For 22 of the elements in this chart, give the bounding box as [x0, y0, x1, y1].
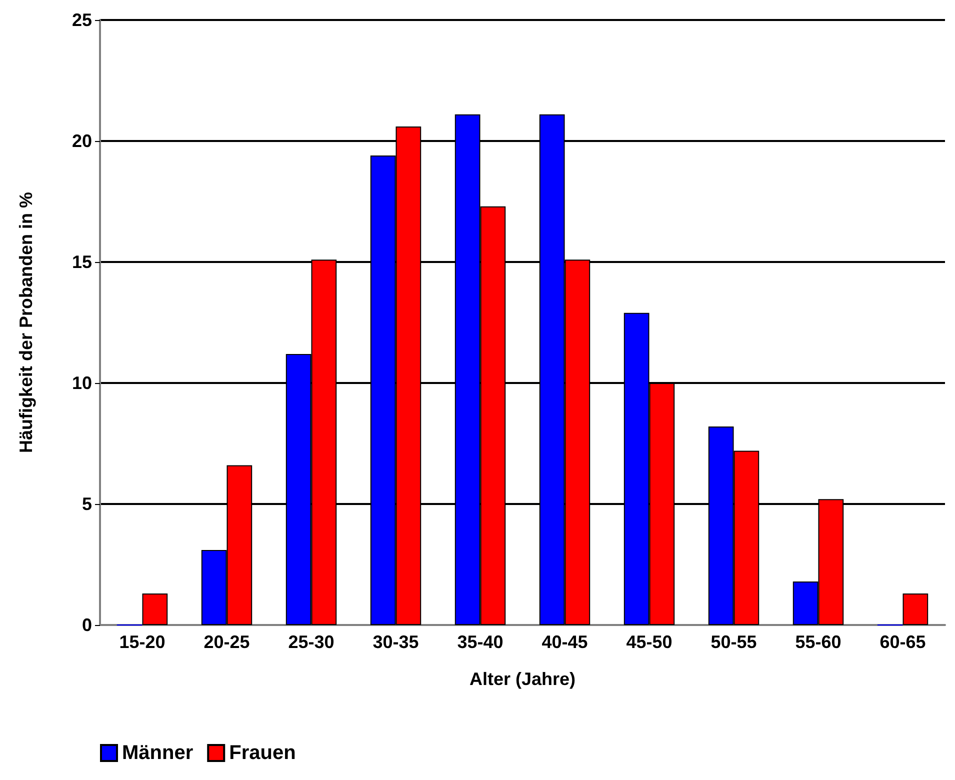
x-tick-label: 50-55 — [710, 632, 757, 652]
legend-label: Männer — [122, 742, 194, 764]
x-axis-title: Alter (Jahre) — [469, 669, 576, 689]
y-tick-label: 15 — [72, 252, 92, 272]
x-tick-label: 20-25 — [204, 632, 250, 652]
y-axis-title: Häufigkeit der Probanden in % — [16, 192, 36, 454]
x-tick-label: 25-30 — [288, 632, 334, 652]
bar — [142, 594, 168, 625]
y-tick-label: 5 — [82, 494, 92, 514]
x-tick-label: 35-40 — [457, 632, 504, 652]
x-tick-label: 40-45 — [542, 632, 588, 652]
x-tick-label: 15-20 — [119, 632, 166, 652]
y-tick-label: 20 — [72, 131, 92, 151]
x-tick-label: 30-35 — [372, 632, 419, 652]
x-tick-label: 55-60 — [795, 632, 842, 652]
legend-label: Frauen — [229, 742, 296, 764]
x-tick-label: 60-65 — [880, 632, 926, 652]
bar — [902, 594, 928, 625]
x-tick-label: 45-50 — [626, 632, 672, 652]
y-tick-label: 10 — [72, 373, 92, 393]
y-tick-label: 0 — [82, 615, 92, 635]
y-tick-label: 25 — [72, 10, 92, 30]
